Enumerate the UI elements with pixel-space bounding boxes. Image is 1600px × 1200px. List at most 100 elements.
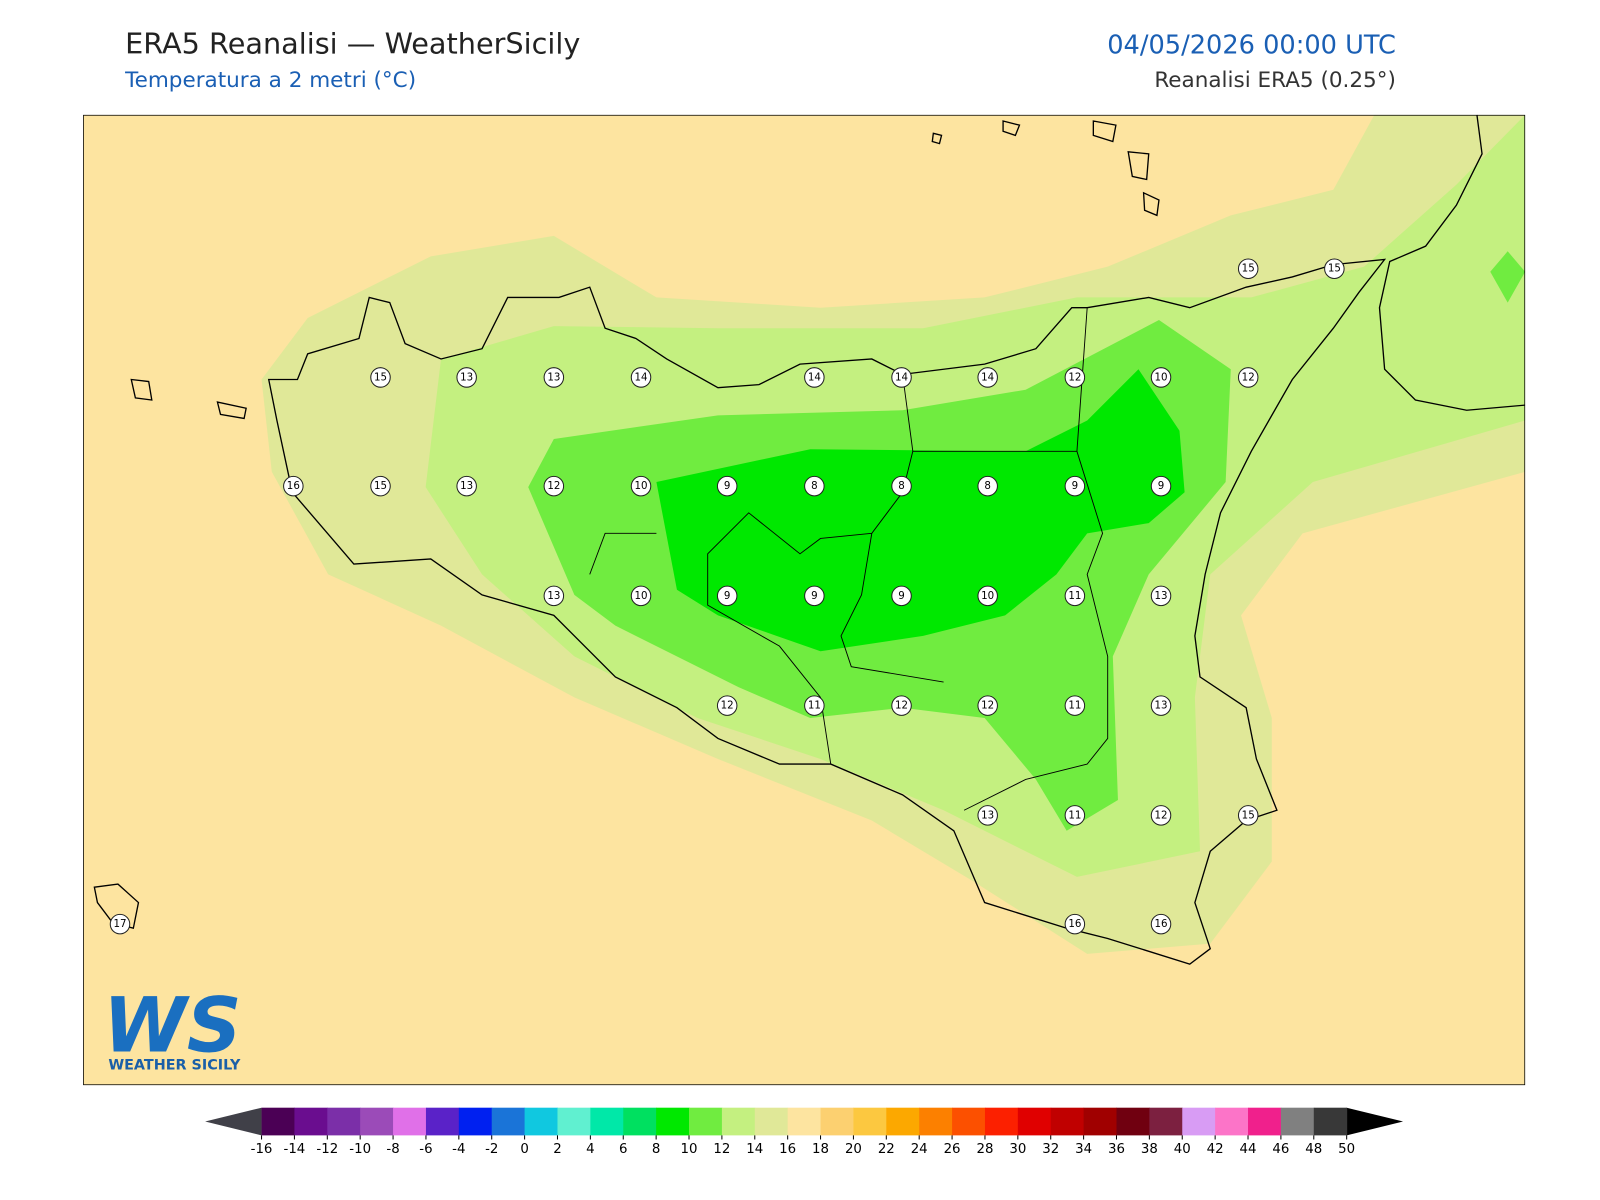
station-value: 12 [1155, 809, 1168, 821]
colorbar-bin [1017, 1107, 1052, 1136]
station-value: 15 [1242, 263, 1255, 275]
colorbar-tick-label: 20 [845, 1142, 862, 1157]
station-value: 13 [1155, 590, 1168, 602]
station-value: 9 [898, 590, 905, 602]
colorbar-bin [787, 1107, 822, 1136]
station-value: 8 [984, 480, 991, 492]
station-value: 12 [547, 480, 560, 492]
station-value: 10 [635, 480, 648, 492]
station-marker [804, 695, 825, 716]
colorbar-tick-label: -4 [452, 1142, 465, 1157]
station-value: 10 [635, 590, 648, 602]
islands [93, 120, 1160, 930]
colorbar-tick-label: 10 [681, 1142, 698, 1157]
station-value: 12 [981, 700, 994, 712]
colorbar-tick-label: 12 [713, 1142, 730, 1157]
colorbar-bin [1248, 1107, 1282, 1136]
station-value: 13 [547, 590, 560, 602]
colorbar-tick-label: 2 [553, 1142, 561, 1157]
station-value: 11 [1068, 590, 1081, 602]
station-value: 14 [895, 371, 908, 383]
station-marker [456, 367, 477, 388]
station-value: 13 [460, 371, 473, 383]
colorbar-tick-label: 24 [911, 1142, 928, 1157]
station-marker [977, 805, 998, 826]
colorbar-tick-label: -10 [349, 1142, 371, 1157]
station-value: 9 [724, 590, 731, 602]
colorbar-tick-label: 16 [779, 1142, 796, 1157]
station-marker [1064, 695, 1086, 716]
map-area [83, 114, 1526, 1086]
colorbar-tick-label: -8 [386, 1142, 399, 1157]
station-value: 10 [981, 590, 994, 602]
station-marker [1064, 913, 1086, 935]
colorbar-tick-label: 18 [812, 1142, 829, 1157]
station-marker [977, 475, 998, 497]
station-marker [1237, 258, 1259, 279]
station-value: 8 [898, 480, 905, 492]
station-value: 13 [981, 809, 994, 821]
colorbar-tick-label: 26 [944, 1142, 961, 1157]
colorbar-tick-label: 30 [1009, 1142, 1026, 1157]
station-marker [716, 695, 738, 716]
colorbar-bin [524, 1107, 558, 1136]
station-value: 12 [1068, 371, 1081, 383]
station-marker [1150, 695, 1172, 716]
station-marker [283, 475, 304, 497]
colorbar-bin [984, 1107, 1019, 1136]
station-value: 8 [811, 480, 818, 492]
colorbar-tick-label: 42 [1207, 1142, 1224, 1157]
colorbar-tick-label: 32 [1042, 1142, 1059, 1157]
colorbar-tick-label: -16 [251, 1142, 273, 1157]
field-10-12 [1490, 251, 1526, 303]
colorbar-bin [1083, 1107, 1118, 1136]
station-marker [370, 367, 391, 388]
colorbar-tick-label: 38 [1141, 1142, 1158, 1157]
station-marker [1064, 585, 1086, 607]
station-marker [1150, 913, 1172, 935]
station-marker [1237, 805, 1259, 826]
station-marker [891, 695, 912, 716]
colorbar-tick-label: 8 [652, 1142, 660, 1157]
source: Reanalisi ERA5 (0.25°) [1154, 68, 1396, 93]
colorbar-bin [1050, 1107, 1085, 1136]
station-value: 9 [1158, 480, 1165, 492]
colorbar-bin [261, 1107, 295, 1136]
sicily-coastline [267, 258, 1387, 965]
subtitle: Temperatura a 2 metri (°C) [124, 68, 416, 93]
station-marker [109, 913, 131, 935]
station-value: 13 [547, 371, 560, 383]
station-value: 16 [1068, 918, 1081, 930]
station-value: 16 [1155, 918, 1168, 930]
datetime: 04/05/2026 00:00 UTC [1107, 30, 1396, 60]
colorbar-tick-label: -14 [284, 1142, 306, 1157]
logo-name: WEATHER SICILY [108, 1058, 241, 1074]
station-value: 12 [1242, 371, 1255, 383]
station-marker [1324, 258, 1345, 279]
station-marker [543, 585, 565, 607]
colorbar-bin [1215, 1107, 1249, 1136]
station-value: 12 [895, 700, 908, 712]
colorbar-tick-label: 40 [1174, 1142, 1191, 1157]
logo: WS WEATHER SICILY [103, 981, 241, 1073]
colorbar-bin [952, 1107, 986, 1136]
stations: 15 15 15 13 13 14 14 14 14 12 10 12 16 15 13 12 10 9 8 8 8 9 9… [109, 258, 1345, 935]
colorbar-bin [754, 1107, 789, 1136]
colorbar-min-extend [205, 1107, 262, 1136]
colorbar-bin [393, 1107, 427, 1136]
station-marker [1237, 367, 1259, 388]
colorbar-tick-label: 14 [746, 1142, 763, 1157]
station-marker [716, 585, 738, 607]
station-marker [630, 585, 652, 607]
colorbar-tick-label: 6 [619, 1142, 627, 1157]
colorbar-tick-label: 36 [1108, 1142, 1125, 1157]
station-marker [977, 585, 998, 607]
colorbar-bin [689, 1107, 723, 1136]
station-marker [543, 367, 565, 388]
colorbar-bin [623, 1107, 657, 1136]
colorbar-bin [557, 1107, 591, 1136]
colorbar-bin [1182, 1107, 1216, 1136]
station-marker [1150, 585, 1172, 607]
station-value: 11 [808, 700, 821, 712]
